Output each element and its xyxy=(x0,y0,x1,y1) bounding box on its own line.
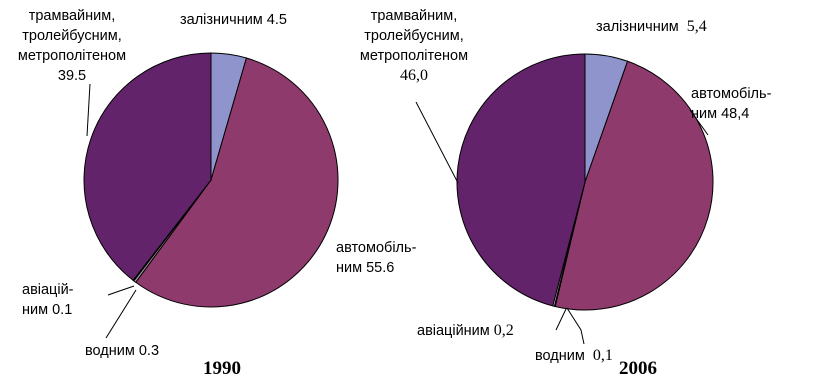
slice-label-urban: трамвайним, тролейбусним, метрополітеном 39… xyxy=(18,8,126,84)
leader-line-urban xyxy=(415,101,459,184)
slice-label-water: водним 0,1 xyxy=(535,347,613,364)
pie-slice-urban xyxy=(83,52,212,282)
slice-label-water: водним 0.3 xyxy=(85,343,159,359)
pie-chart-1990: залізничним 4.5 автомобіль-ним 55.6 водним… xyxy=(18,8,417,359)
pie-slice-auto xyxy=(135,57,339,308)
slice-label-air: авіаційним 0,2 xyxy=(417,322,514,339)
slice-label-air: авіацій-ним 0.1 xyxy=(22,282,74,318)
slice-label-auto: автомобіль-ним 55.6 xyxy=(336,240,417,276)
leader-line-water xyxy=(566,307,585,345)
slice-label-rail: залізничним 4.5 xyxy=(180,12,287,28)
pie-slice-auto xyxy=(554,60,714,311)
slice-label-urban: трамвайним, тролейбусним, метрополітеном 46… xyxy=(360,8,468,84)
pie-slice-urban xyxy=(456,53,586,307)
chart-title-1990: 1990 xyxy=(203,358,241,379)
leader-line-water xyxy=(105,289,137,339)
leader-line-air xyxy=(107,285,135,296)
leader-line-air xyxy=(555,308,567,331)
leader-line-auto xyxy=(689,109,709,136)
pie-chart-2006: залізничним 5,4 автомобіль-ним 48,4 водним 0… xyxy=(360,8,772,364)
slice-label-rail: залізничним 5,4 xyxy=(596,18,707,35)
slice-label-auto: автомобіль-ним 48,4 xyxy=(691,86,772,122)
chart-title-2006: 2006 xyxy=(619,358,657,379)
leader-line-urban xyxy=(86,83,91,137)
